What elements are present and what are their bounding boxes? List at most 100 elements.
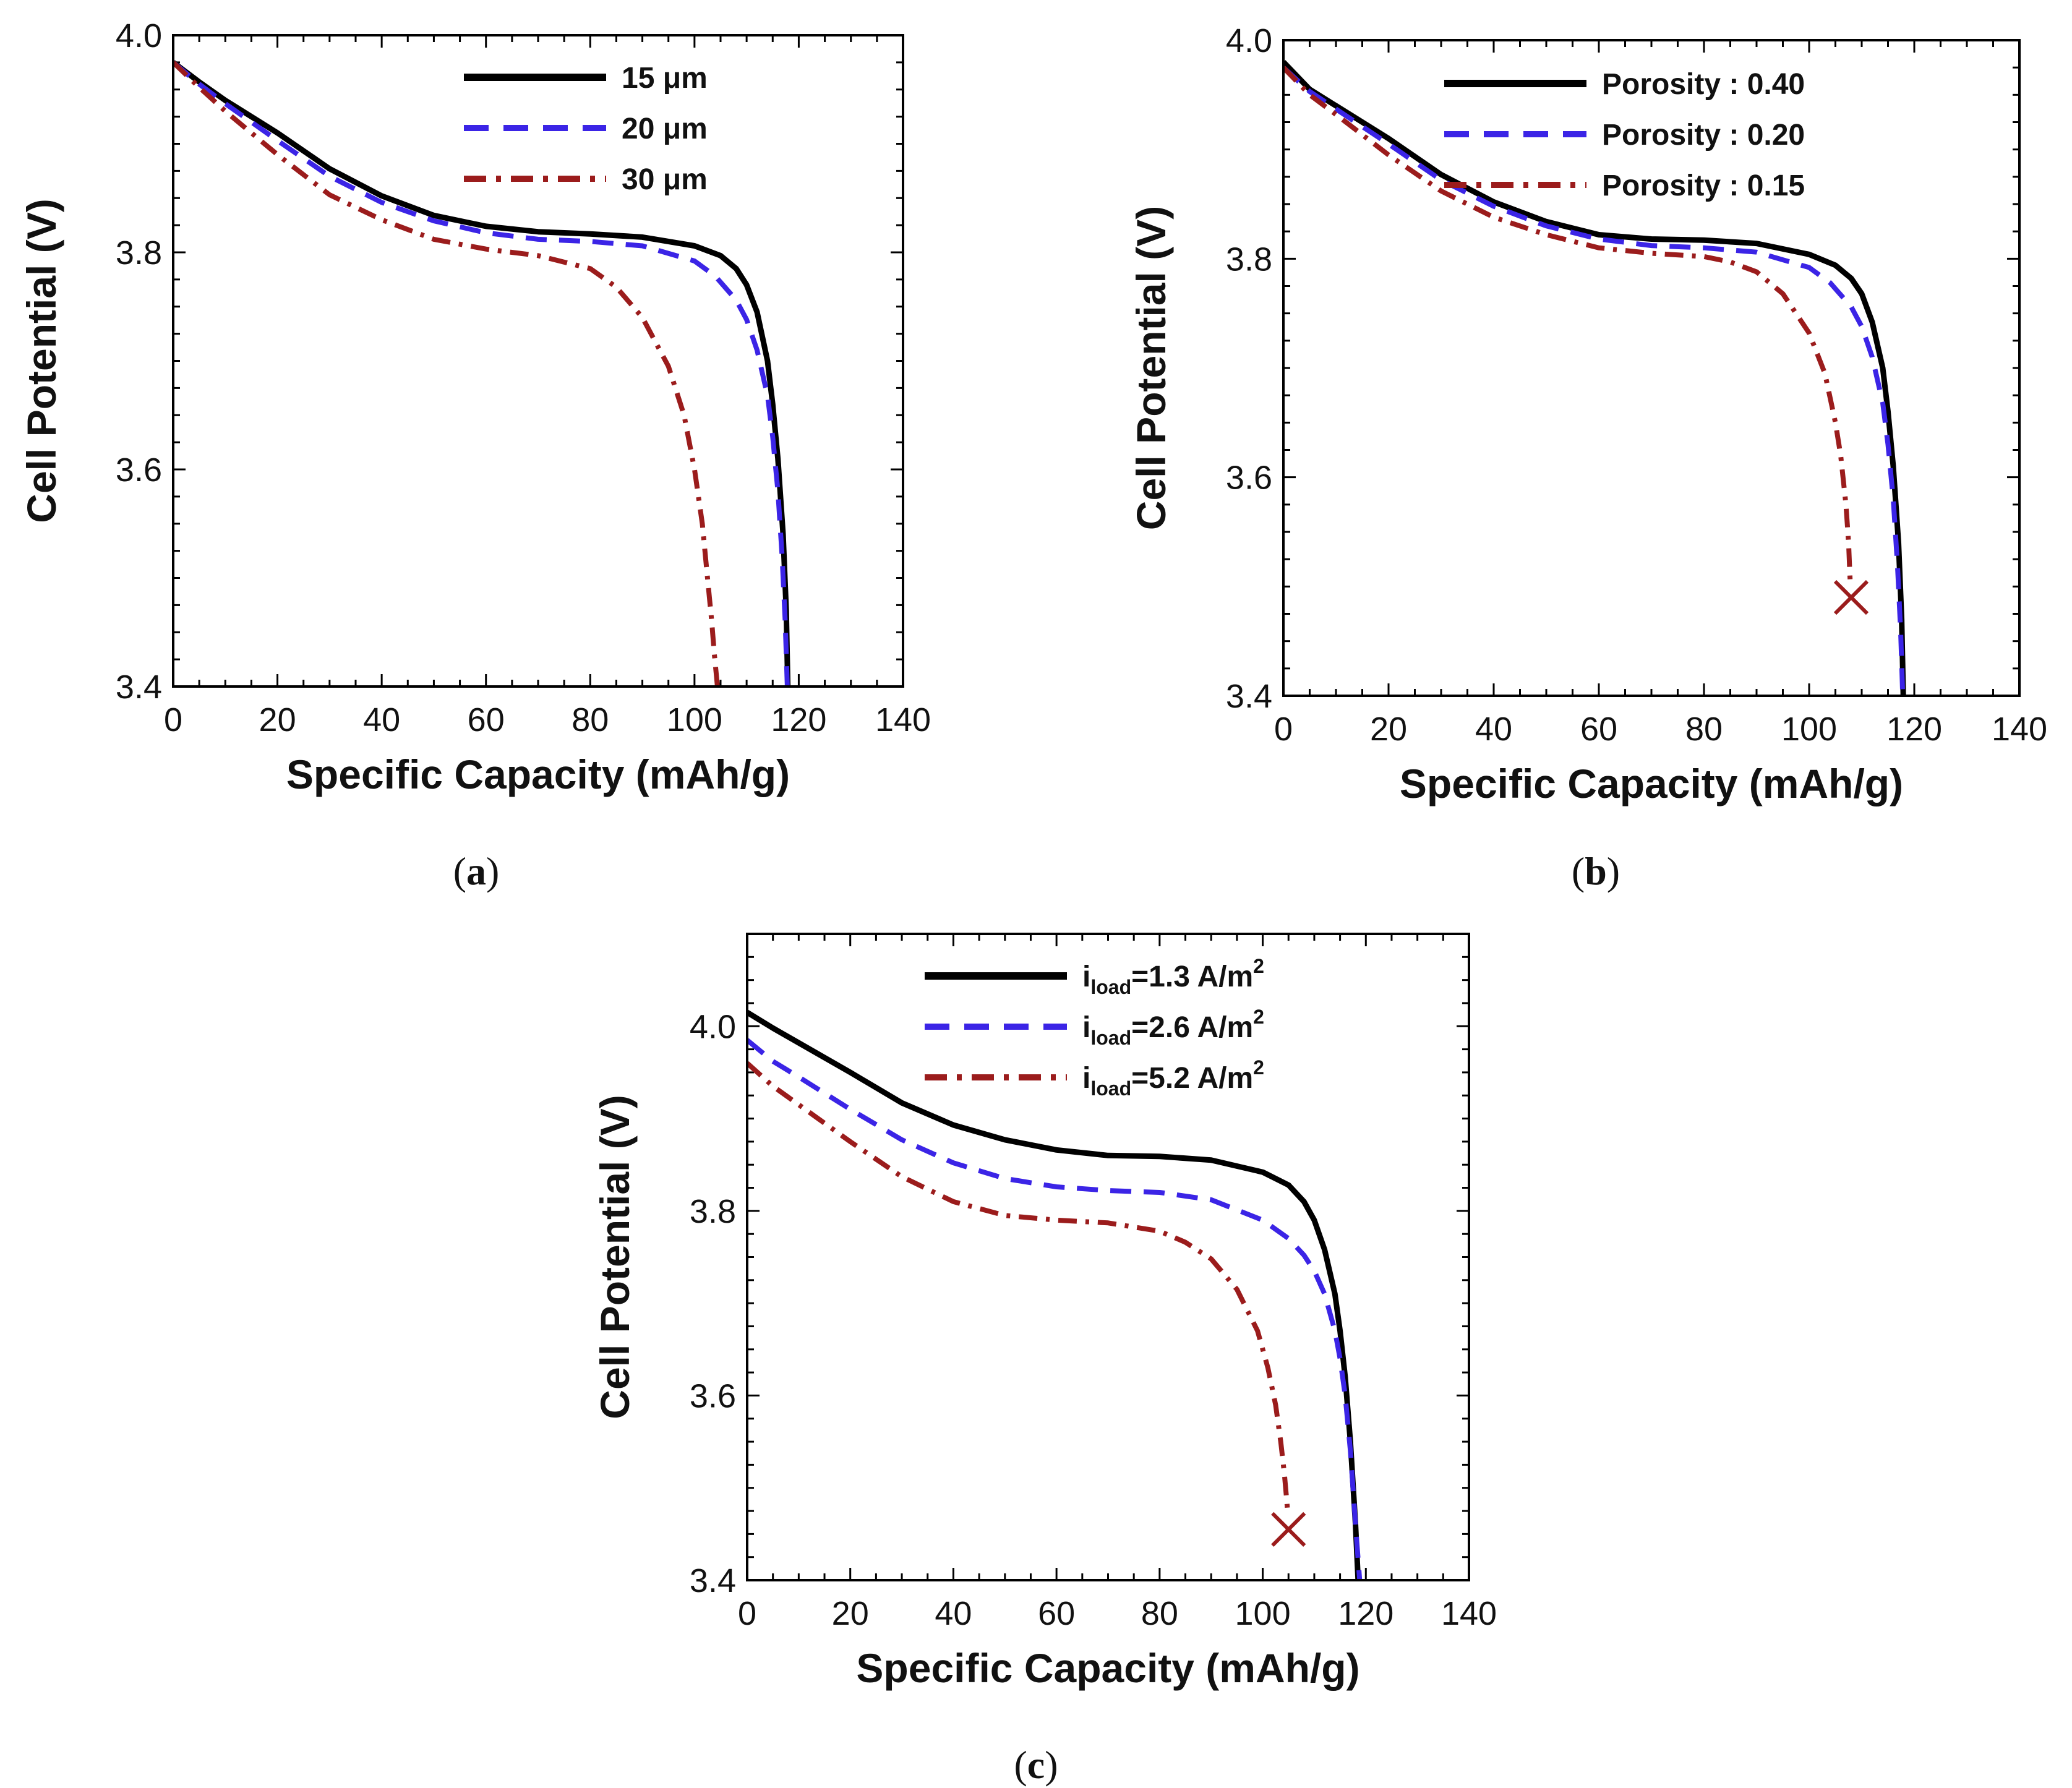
- x-tick-label: 20: [259, 701, 296, 738]
- x-tick-label: 60: [1038, 1595, 1075, 1632]
- y-axis-title: Cell Potential (V): [1128, 206, 1174, 530]
- cutoff-marker-stroke: [1833, 580, 1869, 615]
- y-tick-label: 3.8: [690, 1193, 736, 1230]
- legend-label: iload=2.6 A/m2: [1082, 1006, 1264, 1049]
- y-tick-label: 4.0: [690, 1008, 736, 1045]
- y-tick-label: 4.0: [116, 17, 162, 54]
- x-axis-title: Specific Capacity (mAh/g): [286, 751, 790, 797]
- caption-paren: (: [1014, 1743, 1027, 1787]
- cutoff-marker-stroke: [1271, 1512, 1306, 1547]
- x-tick-label: 0: [1274, 711, 1293, 748]
- legend-label-rest: =2.6 A/m: [1131, 1011, 1253, 1044]
- x-tick-label: 120: [1338, 1595, 1393, 1632]
- series-group: [1283, 60, 1906, 696]
- series-line-dashed: [173, 60, 790, 687]
- series-group: [173, 60, 791, 687]
- panel-c: 0 20 40 60 80 100 120 140 3.4 3.6 3.8 4.0 Specific C…: [592, 933, 1497, 1787]
- x-tick-label: 120: [1886, 711, 1942, 748]
- panel-caption: (b): [1572, 849, 1620, 893]
- caption-letter: a: [466, 849, 486, 893]
- y-tick-label: 3.4: [1226, 678, 1272, 715]
- series-line-solid: [1283, 60, 1906, 696]
- legend-label: Porosity : 0.40: [1602, 68, 1805, 101]
- y-tick-label: 4.0: [1226, 22, 1272, 59]
- x-axis-title: Specific Capacity (mAh/g): [1400, 761, 1903, 806]
- legend-label: 20 μm: [622, 113, 708, 145]
- series-line-solid: [747, 1010, 1361, 1580]
- x-tick-label: 140: [1441, 1595, 1497, 1632]
- x-tick-label: 80: [1141, 1595, 1178, 1632]
- series-line-dashdot: [1283, 66, 1853, 581]
- legend-label-main: i: [1082, 960, 1090, 993]
- legend-label-rest: =5.2 A/m: [1131, 1062, 1253, 1095]
- legend-label-superscript: 2: [1253, 1006, 1264, 1028]
- x-tick-label: 20: [832, 1595, 869, 1632]
- x-tick-label: 80: [1685, 711, 1723, 748]
- x-tick-label: 0: [164, 701, 182, 738]
- y-tick-label: 3.6: [1226, 460, 1272, 497]
- y-tick-label: 3.6: [116, 451, 162, 489]
- legend-label: Porosity : 0.20: [1602, 119, 1805, 152]
- caption-paren: ): [1607, 849, 1620, 893]
- x-tick-label: 40: [363, 701, 400, 738]
- series-line-dashdot: [173, 61, 720, 687]
- panel-b: 0 20 40 60 80 100 120 140 3.4 3.6 3.8 4.0 Specific C…: [1128, 22, 2047, 893]
- y-tick-label: 3.4: [116, 669, 162, 706]
- legend-label-superscript: 2: [1253, 955, 1264, 977]
- panel-caption: (c): [1014, 1743, 1058, 1787]
- x-axis-title: Specific Capacity (mAh/g): [856, 1645, 1359, 1691]
- caption-paren: ): [1045, 1743, 1058, 1787]
- x-tick-label: 80: [572, 701, 609, 738]
- series-group: [747, 1010, 1363, 1580]
- y-tick-label: 3.6: [690, 1377, 736, 1414]
- series-line-solid: [173, 60, 791, 687]
- legend-label-superscript: 2: [1253, 1056, 1264, 1079]
- legend-label-subscript: load: [1090, 976, 1131, 998]
- legend-label: iload=1.3 A/m2: [1082, 955, 1264, 998]
- x-tick-label: 140: [1992, 711, 2047, 748]
- plot-frame: [746, 933, 1470, 1581]
- legend-label-main: i: [1082, 1062, 1090, 1095]
- x-tick-label: 120: [771, 701, 826, 738]
- caption-paren: (: [453, 849, 466, 893]
- caption-letter: c: [1027, 1743, 1045, 1787]
- legend: Porosity : 0.40 Porosity : 0.20 Porosity :…: [1444, 68, 1805, 202]
- legend-label-rest: =1.3 A/m: [1131, 960, 1253, 993]
- caption-paren: ): [486, 849, 499, 893]
- plot-frame: [172, 34, 904, 688]
- legend-label: 30 μm: [622, 163, 708, 196]
- x-tick-label: 40: [935, 1595, 972, 1632]
- x-tick-label: 20: [1370, 711, 1407, 748]
- x-tick-label: 100: [667, 701, 722, 738]
- y-axis-title: Cell Potential (V): [592, 1095, 638, 1419]
- series-line-dashed: [1283, 66, 1906, 696]
- legend-label: 15 μm: [622, 62, 708, 95]
- cutoff-marker: [1271, 1512, 1306, 1547]
- legend-label-main: i: [1082, 1011, 1090, 1044]
- y-tick-label: 3.8: [116, 234, 162, 272]
- legend-label-subscript: load: [1090, 1027, 1131, 1049]
- panel-caption: (a): [453, 849, 500, 893]
- cutoff-marker: [1833, 580, 1869, 615]
- y-axis-title: Cell Potential (V): [19, 199, 64, 523]
- legend: 15 μm 20 μm 30 μm: [464, 62, 708, 196]
- y-tick-label: 3.4: [690, 1562, 736, 1599]
- plot-frame: [1282, 39, 2021, 697]
- legend-label: Porosity : 0.15: [1602, 169, 1805, 202]
- x-tick-label: 100: [1781, 711, 1837, 748]
- panel-a: 0 20 40 60 80 100 120 140 3.4 3.6 3.8 4.0 Specific C…: [19, 17, 931, 893]
- legend-label: iload=5.2 A/m2: [1082, 1056, 1264, 1100]
- x-tick-label: 0: [738, 1595, 756, 1632]
- x-tick-label: 60: [468, 701, 505, 738]
- x-tick-label: 60: [1580, 711, 1617, 748]
- x-tick-label: 140: [875, 701, 931, 738]
- y-tick-label: 3.8: [1226, 241, 1272, 278]
- series-line-dashed: [747, 1038, 1363, 1580]
- caption-paren: (: [1572, 849, 1585, 893]
- legend-label-subscript: load: [1090, 1077, 1131, 1100]
- x-tick-label: 40: [1475, 711, 1512, 748]
- x-tick-label: 100: [1235, 1595, 1291, 1632]
- caption-letter: b: [1585, 849, 1607, 893]
